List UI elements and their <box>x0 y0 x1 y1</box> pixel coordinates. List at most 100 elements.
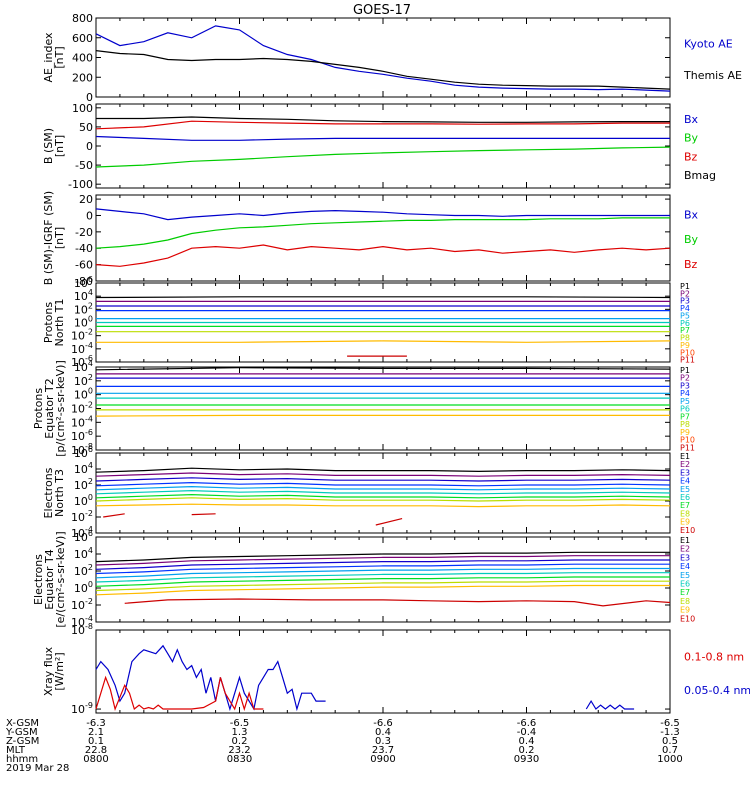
x-row-value: 23.7 <box>372 745 394 756</box>
series-line-E7 <box>95 576 670 587</box>
y-tick-label: 10-2 <box>71 509 93 524</box>
y-axis-label: Equator T2 <box>43 378 56 438</box>
series-line-E3 <box>95 559 670 570</box>
legend-label: P2 <box>680 289 690 298</box>
x-row-label: hhmm <box>6 754 38 765</box>
legend-label: E2 <box>680 460 690 469</box>
legend-label: E1 <box>680 536 690 545</box>
legend-label: P7 <box>680 326 690 335</box>
series-line-E1 <box>95 551 670 563</box>
y-tick-label: 100 <box>72 102 93 115</box>
series-line-E4 <box>95 563 670 575</box>
legend-label: P9 <box>680 428 690 437</box>
series-line-Bmag <box>96 116 670 123</box>
series-line-E8 <box>95 580 670 592</box>
legend-label: E8 <box>680 597 690 606</box>
legend-label: E2 <box>680 545 690 554</box>
y-tick-label: 100 <box>74 387 93 402</box>
legend-label: E7 <box>680 588 690 597</box>
y-axis-label: [nT] <box>53 227 66 249</box>
legend-label: E3 <box>680 553 690 562</box>
series-line-E6 <box>95 572 670 583</box>
y-tick-label: -40 <box>75 242 93 255</box>
series-line-0.1-0.8 nm <box>95 675 264 712</box>
legend-label: By <box>684 132 699 145</box>
legend-label: 0.1-0.8 nm <box>684 651 744 664</box>
series-line-E7 <box>95 493 671 499</box>
legend-label: By <box>684 233 699 246</box>
y-tick-label: 106 <box>74 445 93 460</box>
series-line-E2 <box>95 555 670 566</box>
legend-label: Bx <box>684 113 699 126</box>
legend-label: P1 <box>680 282 690 291</box>
y-tick-label: 10-9 <box>71 701 93 716</box>
x-row-value: 0.3 <box>375 736 391 747</box>
y-tick-label: 400 <box>72 52 93 65</box>
legend-label: E8 <box>680 509 690 518</box>
legend-label: E7 <box>680 501 690 510</box>
y-tick-label: 600 <box>72 32 93 45</box>
x-row-value: 0.5 <box>662 736 678 747</box>
x-row-value: 0930 <box>514 754 539 765</box>
x-row-value: 0.2 <box>232 736 248 747</box>
series-line-E6 <box>95 489 671 495</box>
x-axis-table: X-GSM -6.3 -6.5 -6.6 -6.6 -6.5Y-GSM 2.1 1.3 0.4-… <box>5 718 683 774</box>
y-tick-label: 800 <box>72 12 93 25</box>
panel-8: 10-8 10-9 Xray flux[W/m²] 0.1-0.8 nm 0.05-0.… <box>42 622 750 716</box>
x-row-value: 1.3 <box>232 727 248 738</box>
y-axis-label: B (SM)-IGRF (SM) <box>42 191 55 285</box>
series-line-E3 <box>95 477 671 482</box>
x-row-value: -1.3 <box>660 727 680 738</box>
legend-label: P4 <box>680 304 690 313</box>
y-tick-label: -60 <box>75 259 93 272</box>
x-row-label: X-GSM <box>6 718 39 729</box>
x-row-value: -6.6 <box>517 718 537 729</box>
x-row-label: Y-GSM <box>5 727 38 738</box>
y-axis-label: [p/(cm²-s-sr-keV)] <box>54 360 67 457</box>
y-tick-label: -50 <box>75 159 93 172</box>
y-axis-label: North T3 <box>53 469 66 517</box>
y-tick-label: 100 <box>74 580 93 595</box>
panel-frame <box>95 366 671 451</box>
legend-label: E3 <box>680 468 690 477</box>
y-tick-label: 100 <box>74 315 93 330</box>
panel-frame <box>95 536 671 623</box>
panel-3: 20 0 -20 -40 -60 -80 B (SM)-IGRF (SM)[nT] Bx By B… <box>42 191 699 288</box>
x-row-value: 0.4 <box>519 736 535 747</box>
series-line-E10 <box>124 598 671 607</box>
series-line-E5 <box>95 567 670 579</box>
panel-frame <box>95 194 671 282</box>
panel-frame <box>95 17 671 98</box>
legend-label: P7 <box>680 412 690 421</box>
y-tick-label: 102 <box>74 563 93 578</box>
legend-label: P8 <box>680 334 690 343</box>
y-tick-label: -100 <box>68 178 93 191</box>
panel-frame <box>95 629 671 714</box>
y-tick-label: 106 <box>74 275 93 290</box>
series-line-E4 <box>95 481 671 487</box>
legend-label: Bx <box>684 209 699 222</box>
legend-label: P11 <box>680 356 695 365</box>
y-axis-label: AE_index <box>42 32 55 83</box>
y-axis-label: Protons <box>32 388 45 429</box>
legend-label: E4 <box>680 477 690 486</box>
y-tick-label: 104 <box>74 288 93 303</box>
y-axis-label: [W/m²] <box>53 652 66 690</box>
series-line-E10 <box>375 518 403 526</box>
legend-label: P6 <box>680 405 690 414</box>
series-line-By <box>95 146 671 168</box>
legend-label: P5 <box>680 397 690 406</box>
y-tick-label: 10-2 <box>71 597 93 612</box>
legend-label: E1 <box>680 452 690 461</box>
series-line-E8 <box>95 497 671 502</box>
x-row-value: 2.1 <box>88 727 104 738</box>
legend-label: P6 <box>680 319 690 328</box>
y-tick-label: 200 <box>72 71 93 84</box>
x-row-value: 0.4 <box>375 727 391 738</box>
x-row-value: 0800 <box>83 754 108 765</box>
